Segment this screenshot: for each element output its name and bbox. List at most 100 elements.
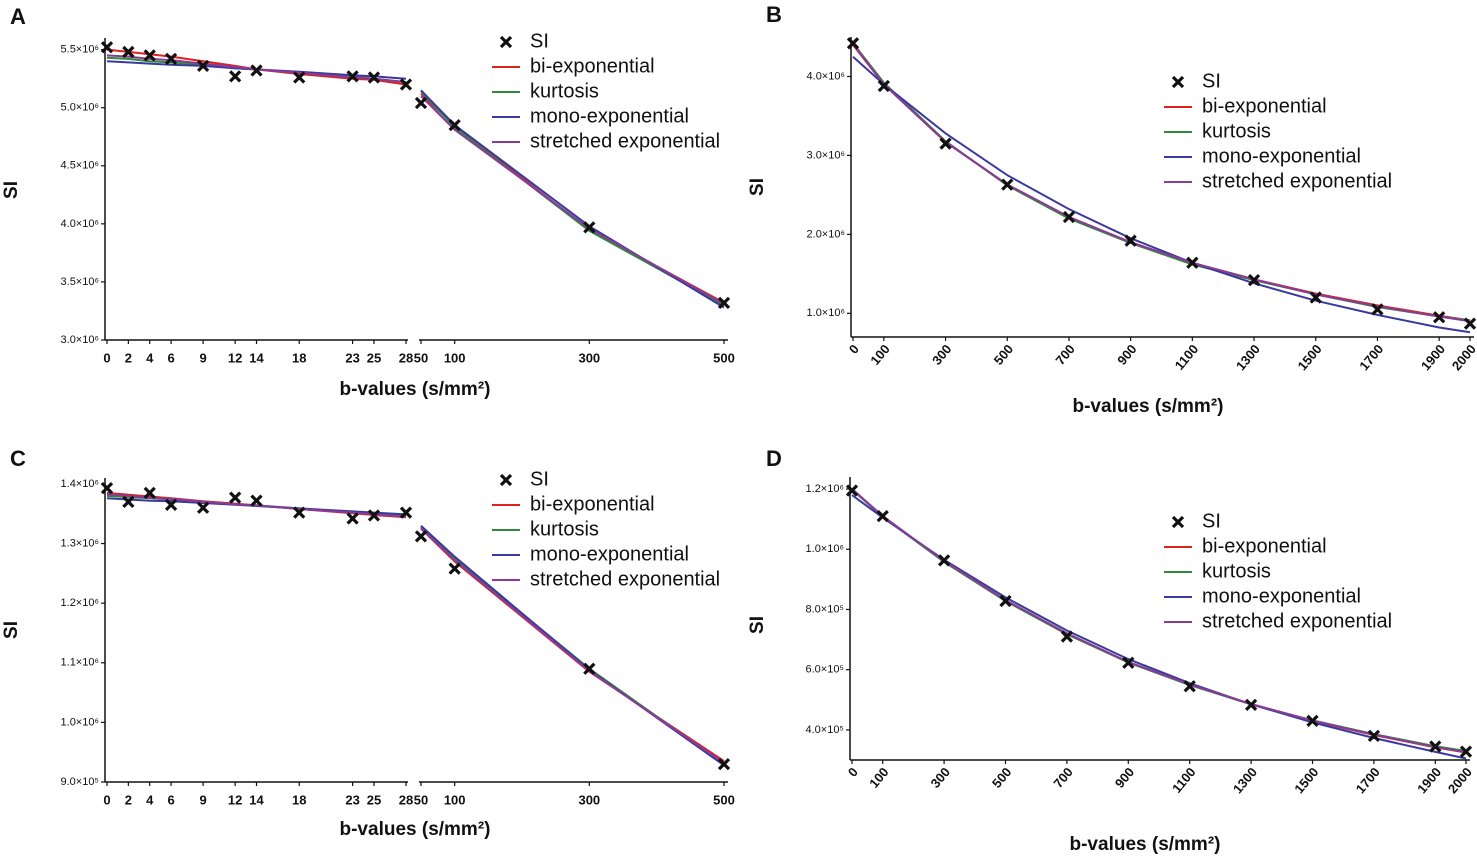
data-point — [399, 506, 413, 519]
x-tick-label: 1900 — [1414, 764, 1444, 796]
legend-label: stretched exponential — [1202, 610, 1392, 632]
y-tick-label: 2.0×10⁶ — [807, 228, 845, 240]
x-tick-label: 700 — [1050, 764, 1075, 790]
x-tick-label: 4 — [146, 350, 154, 365]
x-tick-label: 23 — [345, 350, 359, 365]
legend-label: SI — [1202, 70, 1221, 92]
x-tick-label: 500 — [991, 341, 1016, 367]
data-point — [1433, 311, 1446, 324]
x-tick-label: 6 — [167, 792, 174, 807]
chart-panel: 3.0×10⁶ 3.5×10⁶ 4.0×10⁶ 4.5×10⁶ 5.0×10⁶ 5.5×1… — [1, 4, 735, 400]
y-tick-label: 1.4×10⁶ — [61, 478, 99, 490]
data-point — [143, 49, 156, 62]
x-tick-label: 14 — [249, 350, 264, 365]
x-tick-label: 25 — [367, 792, 381, 807]
x-tick-label: 500 — [713, 792, 735, 807]
data-point — [250, 494, 263, 507]
data-point — [100, 41, 114, 54]
x-tick-label: 1900 — [1418, 341, 1448, 373]
data-point — [876, 510, 889, 523]
legend-label: mono-exponential — [1202, 145, 1361, 167]
x-tick-label: 500 — [713, 350, 735, 365]
x-tick-label: 6 — [167, 350, 174, 365]
data-point — [717, 296, 731, 309]
data-point — [367, 509, 381, 522]
data-point — [1429, 740, 1442, 753]
data-point — [1247, 274, 1261, 287]
data-point — [346, 70, 359, 83]
data-point — [999, 594, 1012, 608]
x-tick-label: 900 — [1112, 764, 1137, 790]
legend-marker — [1171, 515, 1185, 529]
legend-label: bi-exponential — [530, 55, 655, 77]
legend-label: kurtosis — [1202, 560, 1271, 582]
fit-line — [852, 55, 1471, 334]
x-axis-label: b-values (s/mm²) — [340, 379, 491, 400]
x-tick-label: 28 — [399, 792, 413, 807]
panel-label: D — [766, 446, 782, 471]
legend-label: bi-exponential — [530, 493, 655, 515]
legend-label: mono-exponential — [1202, 585, 1361, 607]
legend-label: mono-exponential — [530, 543, 689, 565]
y-tick-label: 8.0×10⁵ — [805, 603, 844, 615]
chart-panel: 1.0×10⁶ 2.0×10⁶ 3.0×10⁶ 4.0×10⁶ 0 100 300 500 70… — [747, 2, 1477, 417]
data-point — [877, 79, 890, 93]
data-point — [1309, 291, 1322, 304]
y-tick-label: 5.0×10⁶ — [61, 102, 99, 114]
x-tick-label: 25 — [367, 350, 381, 365]
x-tick-label: 4 — [146, 792, 154, 807]
legend-label: SI — [530, 30, 549, 52]
y-tick-label: 4.0×10⁵ — [805, 724, 844, 736]
legend-label: mono-exponential — [530, 105, 689, 127]
data-point — [846, 37, 860, 50]
data-point — [250, 64, 263, 77]
x-tick-label: 18 — [292, 792, 306, 807]
legend-label: kurtosis — [530, 518, 599, 540]
data-point — [100, 482, 114, 495]
data-point — [229, 70, 242, 83]
data-point — [845, 484, 859, 497]
data-point — [414, 96, 428, 110]
data-point — [1371, 303, 1384, 316]
x-tick-label: 2 — [125, 350, 132, 365]
x-tick-label: 100 — [866, 764, 891, 790]
fit-line — [106, 48, 407, 86]
y-tick-label: 9.0×10⁵ — [60, 776, 99, 788]
legend-label: stretched exponential — [530, 130, 720, 152]
y-tick-label: 3.0×10⁶ — [61, 334, 99, 346]
legend-label: SI — [1202, 510, 1221, 532]
y-tick-label: 4.5×10⁶ — [61, 160, 99, 172]
data-point — [293, 506, 306, 519]
x-tick-label: 100 — [867, 341, 892, 367]
legend-label: stretched exponential — [530, 568, 720, 590]
data-point — [1183, 680, 1196, 693]
data-point — [939, 137, 952, 150]
data-point — [1124, 234, 1137, 247]
x-tick-label: 300 — [928, 764, 953, 790]
data-point — [1122, 656, 1135, 669]
x-tick-label: 18 — [292, 350, 306, 365]
data-point — [583, 662, 596, 675]
x-tick-label: 1100 — [1169, 764, 1199, 795]
x-tick-label: 300 — [578, 792, 600, 807]
x-tick-label: 1300 — [1233, 341, 1263, 373]
y-tick-label: 1.2×10⁶ — [61, 597, 99, 609]
x-tick-label: 2 — [125, 792, 132, 807]
y-axis-label: SI — [1, 181, 22, 199]
x-tick-label: 100 — [444, 350, 466, 365]
data-point — [122, 45, 135, 59]
y-tick-label: 1.3×10⁶ — [61, 537, 99, 549]
fit-line — [106, 493, 407, 518]
x-tick-label: 12 — [228, 350, 242, 365]
x-tick-label: 900 — [1114, 341, 1139, 367]
fit-line — [420, 527, 725, 764]
fit-line — [106, 60, 407, 80]
data-point — [448, 118, 461, 132]
y-tick-label: 1.0×10⁶ — [806, 543, 844, 555]
x-axis-label: b-values (s/mm²) — [1073, 396, 1224, 417]
data-point — [1463, 317, 1477, 330]
chart-panel: 9.0×10⁵ 1.0×10⁶ 1.1×10⁶ 1.2×10⁶ 1.3×10⁶ 1.4×1… — [1, 446, 735, 840]
fit-line — [852, 43, 1471, 323]
data-point — [367, 71, 381, 84]
